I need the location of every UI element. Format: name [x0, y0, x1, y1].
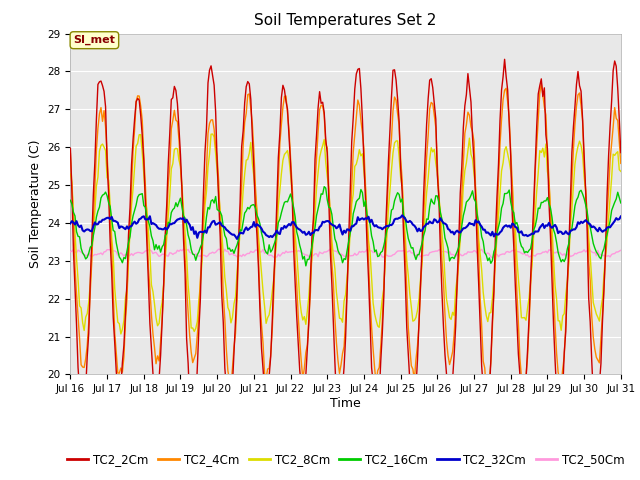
X-axis label: Time: Time: [330, 397, 361, 410]
Title: Soil Temperatures Set 2: Soil Temperatures Set 2: [255, 13, 436, 28]
Text: SI_met: SI_met: [74, 35, 115, 45]
Legend: TC2_2Cm, TC2_4Cm, TC2_8Cm, TC2_16Cm, TC2_32Cm, TC2_50Cm: TC2_2Cm, TC2_4Cm, TC2_8Cm, TC2_16Cm, TC2…: [62, 448, 629, 471]
Y-axis label: Soil Temperature (C): Soil Temperature (C): [29, 140, 42, 268]
